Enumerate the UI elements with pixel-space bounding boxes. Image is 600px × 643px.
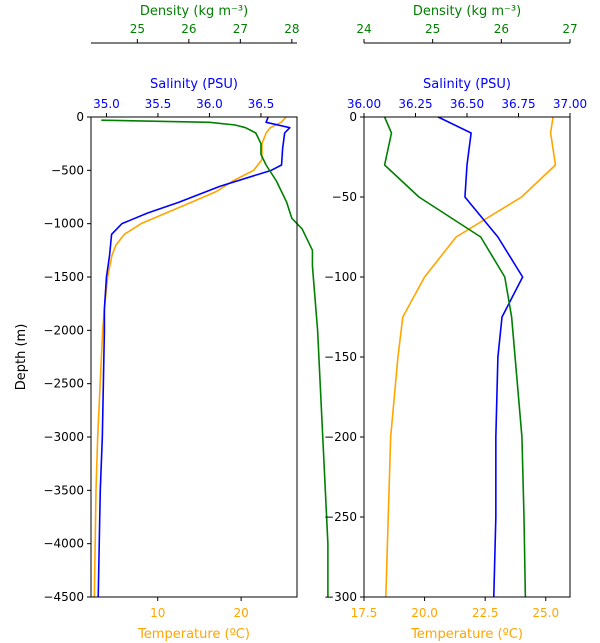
temperature-axis-label: Temperature (ºC) — [410, 627, 523, 642]
salinity-tick-label: 36.00 — [347, 97, 381, 111]
y-tick-label: −2500 — [43, 377, 84, 391]
density-tick-label: 24 — [356, 22, 371, 36]
y-tick-label: −2000 — [43, 323, 84, 337]
temperature-profile-line-left — [93, 116, 287, 598]
y-tick-label: −150 — [324, 350, 357, 364]
y-tick-label: −1000 — [43, 217, 84, 231]
temperature-tick-label: 17.5 — [351, 606, 378, 620]
y-tick-label: −500 — [51, 163, 84, 177]
salinity-tick-label: 35.0 — [93, 97, 120, 111]
temperature-tick-label: 25.0 — [532, 606, 559, 620]
plot-frame — [90, 116, 298, 598]
temperature-tick-label: 10 — [150, 606, 165, 620]
y-tick-label: −4500 — [43, 590, 84, 604]
panel-left: 0 −500 −1000 −1500 −2000 −2500 −3000 −3500 −4000… — [14, 4, 329, 642]
y-tick-label: −3500 — [43, 483, 84, 497]
density-profile-line-left — [101, 119, 329, 597]
y-tick-label: −300 — [324, 590, 357, 604]
salinity-tick-label: 35.5 — [145, 97, 172, 111]
salinity-tick-label: 36.25 — [398, 97, 432, 111]
salinity-tick-label: 36.0 — [196, 97, 223, 111]
salinity-tick-label: 37.00 — [553, 97, 587, 111]
density-axis-label: Density (kg m⁻³) — [140, 4, 248, 19]
density-tick-label: 28 — [284, 22, 299, 36]
panel-right: 0 −50 −100 −150 −200 −250 −300 17.5 20.0 22.5 25.0… — [324, 4, 587, 642]
density-tick-label: 25 — [130, 22, 145, 36]
y-tick-label: 0 — [76, 110, 84, 124]
salinity-axis-label: Salinity (PSU) — [423, 77, 511, 92]
y-tick-label: −100 — [324, 270, 357, 284]
density-profile-line-right — [383, 116, 527, 598]
density-tick-label: 25 — [425, 22, 440, 36]
y-tick-label: −250 — [324, 510, 357, 524]
temperature-tick-label: 20.0 — [411, 606, 438, 620]
salinity-tick-label: 36.50 — [450, 97, 484, 111]
density-tick-label: 27 — [562, 22, 577, 36]
temperature-tick-label: 22.5 — [472, 606, 499, 620]
salinity-profile-line-right — [437, 116, 524, 598]
density-tick-label: 26 — [494, 22, 509, 36]
density-axis-label: Density (kg m⁻³) — [413, 4, 521, 19]
density-tick-label: 27 — [233, 22, 248, 36]
salinity-tick-label: 36.75 — [501, 97, 535, 111]
y-tick-label: −4000 — [43, 537, 84, 551]
y-tick-label: −3000 — [43, 430, 84, 444]
salinity-tick-label: 36.5 — [248, 97, 275, 111]
y-tick-label: −1500 — [43, 270, 84, 284]
temperature-tick-label: 20 — [233, 606, 248, 620]
y-axis-label: Depth (m) — [14, 324, 29, 391]
y-tick-label: 0 — [349, 110, 357, 124]
salinity-profile-line-left — [97, 116, 291, 598]
y-tick-label: −50 — [332, 190, 357, 204]
y-tick-label: −200 — [324, 430, 357, 444]
density-tick-label: 26 — [181, 22, 196, 36]
salinity-axis-label: Salinity (PSU) — [150, 77, 238, 92]
temperature-axis-label: Temperature (ºC) — [137, 627, 250, 642]
temperature-profile-line-right — [385, 116, 557, 598]
